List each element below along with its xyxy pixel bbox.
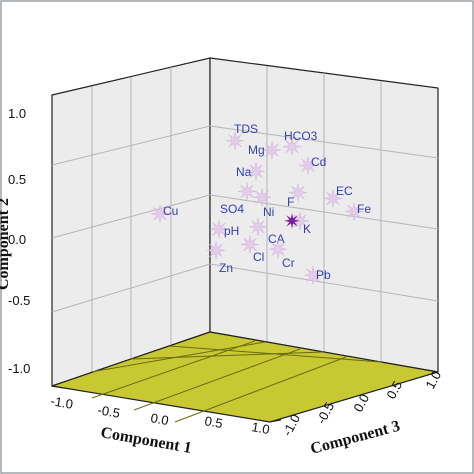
point-ca: CA: [248, 217, 285, 246]
y-tick-label: 0.0: [8, 232, 26, 247]
point-cl: Cl: [240, 235, 264, 264]
point-label: TDS: [234, 122, 258, 136]
x-tick-labels: -1.0 -0.5 0.0 0.5 1.0: [49, 393, 270, 437]
point-label: Cr: [282, 256, 295, 270]
highlight-marker: [284, 212, 300, 229]
point-na: Na: [236, 162, 266, 181]
x-tick-label: 0.5: [203, 413, 223, 431]
point-ph: pH: [209, 220, 239, 239]
point-label: EC: [336, 184, 353, 198]
x-tick-label: -1.0: [49, 393, 74, 412]
floor-plane: [51, 331, 439, 423]
point-cd: Cd: [298, 155, 326, 175]
point-label: Fe: [357, 202, 371, 216]
point-marker: [248, 217, 268, 236]
x-tick-label: 0.0: [149, 410, 169, 428]
z-tick-label: 0.5: [383, 378, 405, 401]
point-label: CA: [268, 232, 285, 246]
point-marker: [323, 189, 343, 208]
point-marker: [150, 204, 170, 223]
point-label: K: [303, 222, 311, 236]
z-tick-label: 1.0: [422, 368, 444, 391]
point-tds: TDS: [225, 122, 258, 150]
point-zn: Zn: [206, 241, 233, 275]
y-tick-label: 0.5: [8, 172, 26, 187]
wall-gridlines: [51, 66, 439, 372]
point-marker: [206, 241, 226, 260]
point-so4: SO4: [220, 182, 257, 216]
point-label: F: [287, 195, 294, 209]
point-cr: Cr: [268, 240, 295, 270]
point-marker: [225, 131, 245, 150]
point-label: pH: [224, 224, 239, 238]
point-marker: [262, 141, 282, 160]
point-marker: [344, 202, 364, 221]
point-label: Pb: [316, 268, 331, 282]
point-label: Ni: [263, 205, 274, 219]
point-pb: Pb: [303, 266, 331, 285]
point-hco3: HCO3: [282, 129, 318, 156]
point-ni: Ni: [252, 188, 274, 219]
point-label: Mg: [248, 143, 265, 157]
point-label: HCO3: [284, 129, 318, 143]
point-mg: Mg: [248, 141, 282, 160]
point-label: SO4: [220, 202, 244, 216]
x-tick-label: -0.5: [96, 402, 121, 421]
point-marker: [237, 182, 257, 201]
point-label: Zn: [219, 261, 233, 275]
point-marker: [268, 240, 288, 259]
point-marker: [246, 162, 266, 181]
point-marker: [209, 220, 229, 239]
point-f: F: [287, 183, 308, 209]
point-label: Cu: [163, 204, 178, 218]
point-cu: Cu: [150, 204, 178, 223]
y-tick-labels: 1.0 0.5 0.0 -0.5 -1.0: [8, 106, 30, 376]
point-marker: [240, 235, 260, 254]
z-tick-label: 0.0: [350, 391, 372, 414]
floor-gridlines: [90, 340, 382, 423]
point-label: Cd: [311, 155, 326, 169]
data-points: Cu TDS Mg HCO3 Na Cd SO4 Ni F EC Fe KpH CA Cl Cr Zn Pb: [150, 122, 371, 285]
point-marker: [252, 188, 272, 207]
point-label: Na: [236, 165, 252, 179]
axis-tick-marks: [51, 385, 282, 423]
point-marker: [303, 266, 323, 285]
point-marker: [298, 156, 318, 175]
point-ec: EC: [323, 184, 353, 208]
point-marker: [282, 137, 302, 156]
point-fe: Fe: [344, 202, 371, 221]
point-label: Cl: [253, 250, 264, 264]
point-k: K: [284, 211, 311, 236]
point-marker: [288, 183, 308, 202]
y-axis-title: Component 2: [0, 198, 12, 290]
y-tick-label: 1.0: [8, 106, 26, 121]
x-tick-label: 1.0: [250, 419, 270, 437]
y-tick-label: -0.5: [8, 293, 30, 308]
y-tick-label: -1.0: [8, 361, 30, 376]
